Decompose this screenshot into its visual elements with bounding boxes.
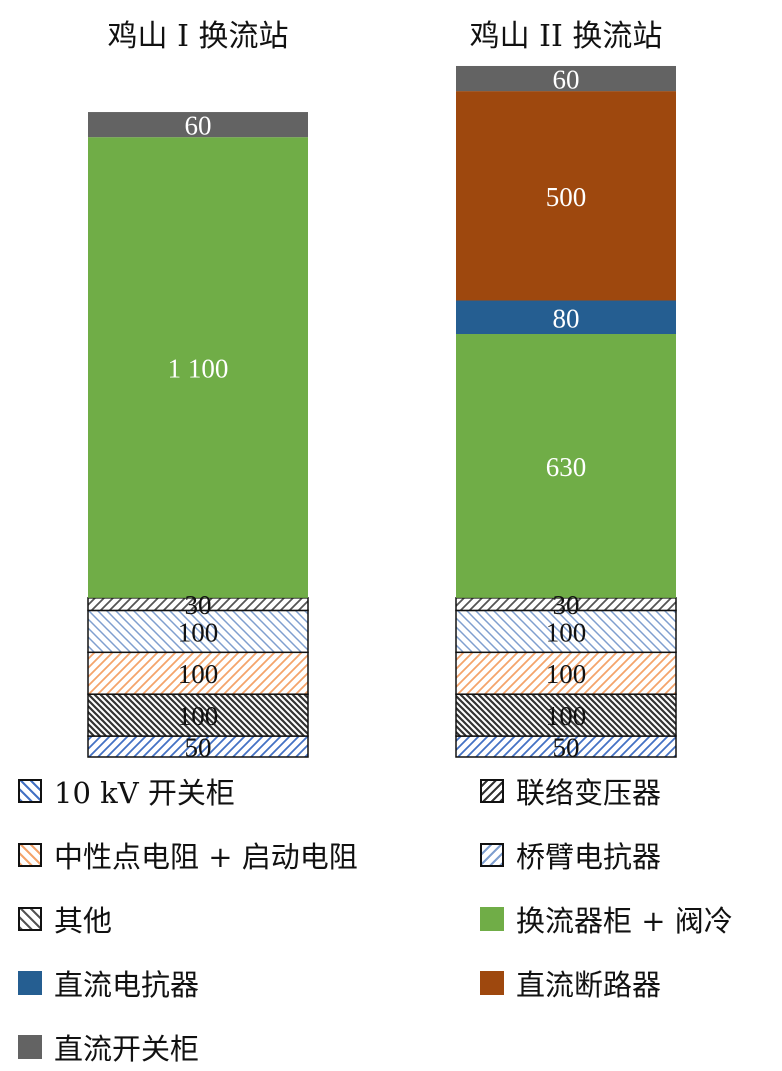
bar-segment-series xyxy=(87,609,309,654)
bar-segment-series xyxy=(87,693,309,737)
data-label: 500 xyxy=(546,182,587,212)
data-label: 100 xyxy=(546,701,587,731)
data-label: 100 xyxy=(178,659,219,689)
bar-segment-series xyxy=(455,651,677,695)
bar-segment-series xyxy=(88,137,308,598)
bar-segment-series xyxy=(455,597,677,612)
data-label: 60 xyxy=(553,65,580,95)
data-label: 60 xyxy=(185,111,212,141)
bar-segment-series xyxy=(456,300,676,335)
data-label: 50 xyxy=(185,733,212,763)
bar-segment-series xyxy=(456,334,676,598)
bar-segment-series xyxy=(87,597,309,612)
data-label: 80 xyxy=(553,303,580,333)
data-label: 100 xyxy=(178,701,219,731)
data-label: 100 xyxy=(546,659,587,689)
bar-segment-series xyxy=(456,91,676,301)
data-label: 100 xyxy=(546,617,587,647)
data-label: 30 xyxy=(553,590,580,620)
data-label: 100 xyxy=(178,617,219,647)
bar-segment-series xyxy=(456,65,676,92)
bar-segment-series xyxy=(455,693,677,737)
data-label: 30 xyxy=(185,590,212,620)
column-title: 鸡山 I 换流站 xyxy=(108,19,289,54)
data-label: 630 xyxy=(546,452,587,482)
column-title: 鸡山 II 换流站 xyxy=(470,19,663,54)
data-label: 50 xyxy=(553,733,580,763)
data-label: 1 100 xyxy=(168,354,229,384)
bar-segment-series xyxy=(455,609,677,654)
bar-segment-series xyxy=(88,112,308,138)
